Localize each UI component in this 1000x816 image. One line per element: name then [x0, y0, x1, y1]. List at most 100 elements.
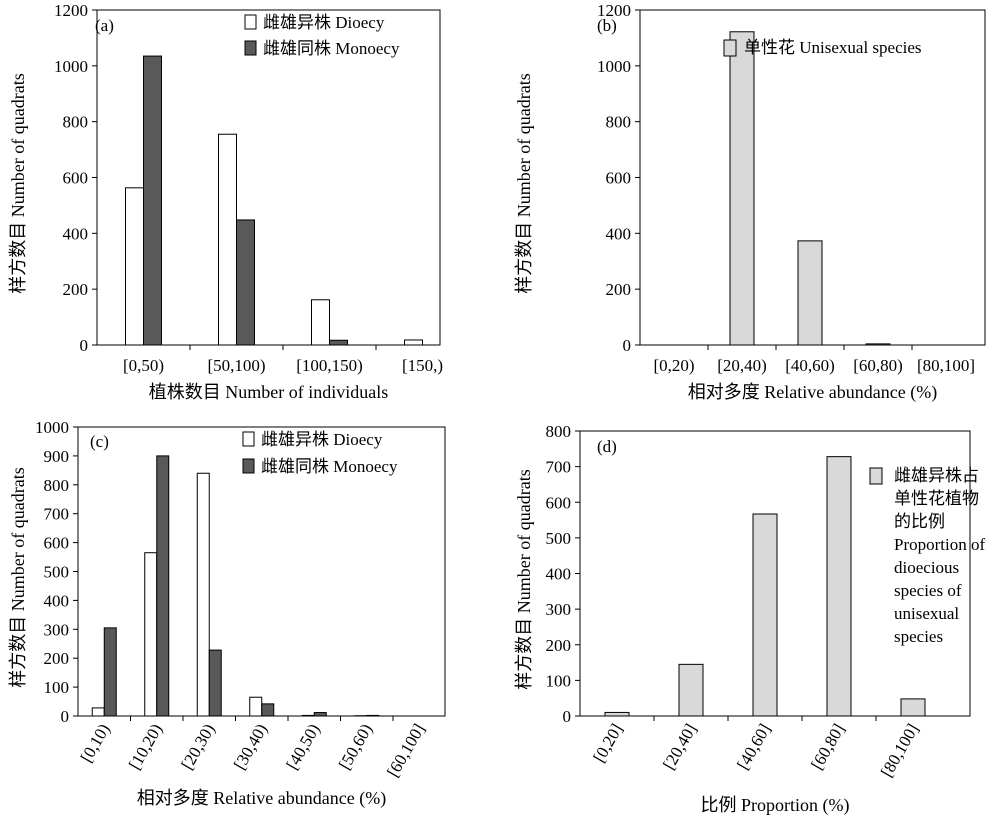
x-tick-label: [10,20) — [125, 721, 166, 773]
bar — [366, 714, 380, 717]
chart-panel-b: 0 200 400 600 800 1000 1200 [0,20) [20,40) [40,60… — [514, 1, 986, 403]
bar — [313, 712, 327, 717]
panel-label: (d) — [597, 437, 617, 456]
y-tick-label: 600 — [44, 534, 70, 553]
legend-swatch — [869, 467, 883, 485]
y-tick-label: 700 — [546, 458, 572, 477]
legend-swatch — [723, 39, 737, 57]
y-tick-label: 100 — [546, 671, 572, 690]
legend: 雌雄异株 Dioecy 雌雄同株 Monoecy — [244, 13, 400, 58]
y-tick-label: 200 — [546, 636, 572, 655]
x-tick-label: [0,50) — [123, 356, 164, 375]
bar — [91, 707, 105, 717]
legend-label-line: unisexual — [894, 604, 959, 623]
y-tick-label: 800 — [546, 422, 572, 441]
x-tick-label: [20,30) — [177, 721, 218, 773]
y-axis-title: 样方数目 Number of quadrats — [8, 73, 28, 293]
x-axis-title: 比例 Proportion (%) — [701, 795, 850, 816]
bar — [301, 714, 315, 717]
x-tick-label: [50,60) — [335, 721, 376, 773]
legend-swatch — [242, 458, 255, 474]
y-tick-label: 1000 — [597, 57, 631, 76]
bar — [125, 187, 144, 346]
x-tick-label: [20,40] — [659, 721, 700, 773]
y-tick-label: 1200 — [54, 1, 88, 20]
bar — [729, 31, 755, 346]
y-tick-label: 800 — [44, 476, 70, 495]
y-tick-label: 1000 — [35, 418, 69, 437]
y-tick-label: 400 — [606, 224, 632, 243]
y-tick-label: 400 — [546, 565, 572, 584]
chart-panel-c: 0 100 200 300 400 500 600 700 800 900 1000 [0,10) [1… — [8, 418, 446, 809]
x-tick-label: [40,50) — [282, 721, 323, 773]
legend-label-line: 雌雄异株占 — [894, 466, 979, 485]
chart-panel-a: 0 200 400 600 800 1000 1200 [0,50) [50,100) [100,… — [8, 1, 443, 402]
bar — [826, 456, 852, 717]
bar — [797, 240, 823, 346]
y-tick-label: 200 — [606, 280, 632, 299]
bar — [311, 299, 330, 346]
x-tick-label: [100,150) — [296, 356, 363, 375]
y-tick-label: 1200 — [597, 1, 631, 20]
legend: 单性花 Unisexual species — [723, 38, 922, 57]
bar — [236, 219, 255, 346]
y-tick-label: 0 — [623, 336, 632, 355]
legend-label-line: species — [894, 627, 943, 646]
bar — [404, 339, 423, 346]
legend-label-line: 的比例 — [894, 512, 945, 531]
panel-label: (a) — [95, 16, 114, 35]
y-tick-label: 0 — [61, 707, 70, 726]
legend-swatch — [244, 14, 257, 30]
legend-label-line: Proportion of — [894, 535, 985, 554]
x-tick-label: [80,100] — [917, 356, 975, 375]
panel-label: (b) — [597, 16, 617, 35]
bar — [218, 133, 237, 346]
x-tick-label: [40,60) — [785, 356, 835, 375]
x-tick-label: [60,80] — [807, 721, 848, 773]
x-tick-label: [0,10) — [77, 721, 114, 766]
y-tick-label: 0 — [563, 707, 572, 726]
x-tick-label: [40,60] — [733, 721, 774, 773]
x-axis-title: 相对多度 Relative abundance (%) — [137, 788, 386, 809]
legend-swatch — [242, 431, 255, 447]
bar — [208, 649, 222, 717]
x-tick-label: [0,20) — [653, 356, 694, 375]
bar — [865, 343, 891, 346]
bar — [156, 455, 170, 717]
y-tick-label: 200 — [44, 649, 70, 668]
bar — [678, 663, 704, 717]
y-tick-label: 1000 — [54, 57, 88, 76]
legend-label-line: species of — [894, 581, 962, 600]
y-tick-label: 300 — [546, 600, 572, 619]
y-axis-title: 样方数目 Number of quadrats — [8, 467, 28, 687]
legend-label: 单性花 Unisexual species — [744, 38, 922, 57]
bar — [144, 552, 158, 717]
x-tick-label: [50,100) — [207, 356, 265, 375]
x-axis-title: 相对多度 Relative abundance (%) — [688, 382, 937, 403]
x-tick-label: [60,80) — [853, 356, 903, 375]
bar — [196, 472, 210, 717]
bar — [604, 711, 630, 717]
x-tick-label: [80,100] — [877, 721, 922, 781]
y-axis-title: 样方数目 Number of quadrats — [514, 469, 534, 689]
x-axis-title: 植株数目 Number of individuals — [149, 382, 388, 402]
legend-label-line: dioecious — [894, 558, 959, 577]
legend-label-line: 单性花植物 — [894, 489, 979, 508]
legend-label: 雌雄同株 Monoecy — [263, 39, 400, 58]
x-tick-label: [20,40) — [717, 356, 767, 375]
x-tick-label: [0,20] — [589, 721, 626, 766]
bar — [249, 696, 263, 717]
y-tick-label: 300 — [44, 620, 70, 639]
x-tick-label: [150,) — [402, 356, 443, 375]
y-tick-label: 500 — [44, 563, 70, 582]
y-tick-label: 0 — [80, 336, 89, 355]
y-tick-label: 600 — [63, 169, 89, 188]
y-tick-label: 400 — [63, 224, 89, 243]
panel-label: (c) — [90, 432, 109, 451]
y-tick-label: 800 — [63, 113, 89, 132]
bar — [329, 339, 348, 346]
y-tick-label: 400 — [44, 591, 70, 610]
bar — [261, 703, 275, 717]
